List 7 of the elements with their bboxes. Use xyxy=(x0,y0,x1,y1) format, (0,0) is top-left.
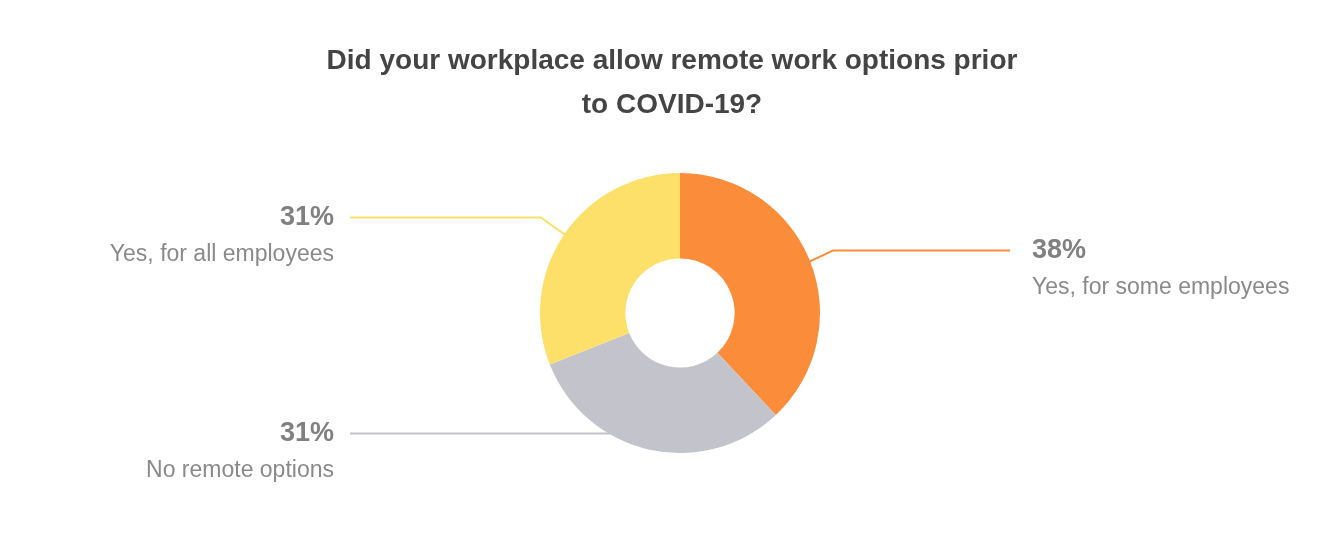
slice-label: Yes, for some employees xyxy=(1032,272,1290,299)
data-label: 31% xyxy=(279,416,334,447)
data-label: 38% xyxy=(1032,233,1087,264)
slice-label: Yes, for all employees xyxy=(109,239,334,266)
chart-title: Did your workplace allow remote work options prior to COVID-19? xyxy=(325,43,1019,121)
slice-label: No remote options xyxy=(146,455,334,482)
data-label: 31% xyxy=(279,200,334,231)
